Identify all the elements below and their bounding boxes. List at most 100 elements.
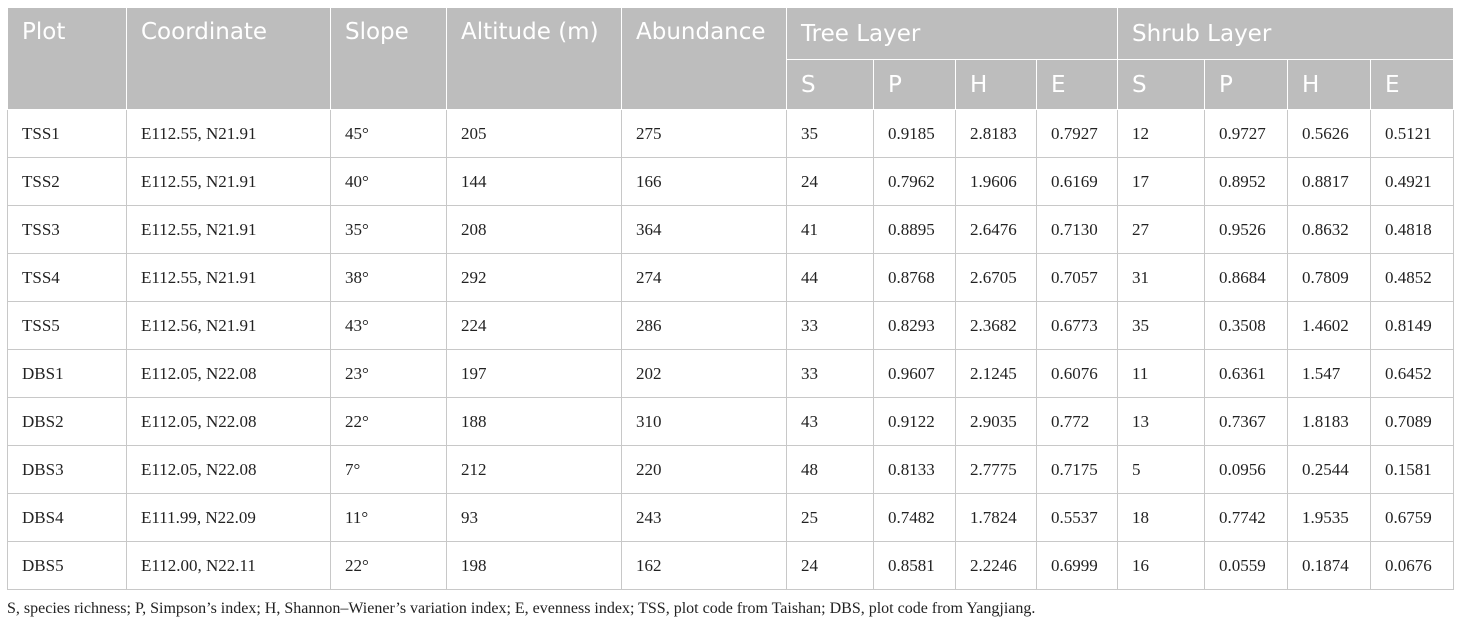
header-shrub-s: S [1117,59,1206,110]
table-cell: 208 [446,205,622,254]
table-cell: 220 [621,445,787,494]
table-cell: E112.55, N21.91 [126,157,331,206]
table-cell: 22° [330,541,447,590]
table-cell: 205 [446,109,622,158]
header-shrub-layer: Shrub Layer [1117,7,1455,60]
table-cell: 33 [786,301,874,350]
table-cell: 17 [1117,157,1206,206]
table-cell: 1.9606 [955,157,1037,206]
header-plot: Plot [7,7,127,110]
table-cell: 0.7057 [1035,253,1119,302]
table-cell: 166 [621,157,787,206]
table-cell: 0.8684 [1204,253,1289,302]
table-cell: 0.1581 [1370,445,1455,494]
table-cell: 364 [621,205,787,254]
table-cell: 0.6773 [1035,301,1119,350]
table-cell: 1.4602 [1287,301,1372,350]
table-cell: 11° [330,493,447,542]
table-cell: 2.8183 [955,109,1037,158]
header-tree-layer: Tree Layer [785,7,1119,60]
table-cell: 2.9035 [955,397,1037,446]
table-cell: 0.8895 [873,205,956,254]
table-cell: 35 [786,109,874,158]
table-cell: 23° [330,349,447,398]
header-shrub-e: E [1370,59,1455,110]
table-cell: 2.6476 [955,205,1037,254]
table-cell: 0.0676 [1370,541,1455,590]
table-cell: E112.05, N22.08 [126,349,331,398]
table-cell: E112.55, N21.91 [126,205,331,254]
table-row: DBS3 E112.05, N22.08 7° 212 220 48 0.8133 2.777… [7,445,1455,494]
table-cell: 0.9727 [1204,109,1289,158]
table-cell: 0.7927 [1035,109,1119,158]
table-cell: 22° [330,397,447,446]
table-cell: 0.1874 [1287,541,1372,590]
table-cell: 212 [446,445,622,494]
table-cell: 0.4921 [1370,157,1455,206]
table-cell: 0.7482 [873,493,956,542]
table-cell: DBS2 [7,397,127,446]
table-cell: 0.8817 [1287,157,1372,206]
table-body: TSS1 E112.55, N21.91 45° 205 275 35 0.9185 2.81… [7,109,1455,590]
header-shrub-p: P [1204,59,1289,110]
table-row: TSS2 E112.55, N21.91 40° 144 166 24 0.7962 1.96… [7,157,1455,206]
table-cell: 0.7367 [1204,397,1289,446]
table-cell: 1.7824 [955,493,1037,542]
table-cell: 24 [786,541,874,590]
table-cell: 0.6452 [1370,349,1455,398]
table-cell: 0.9526 [1204,205,1289,254]
table-row: DBS5 E112.00, N22.11 22° 198 162 24 0.8581 2.22… [7,541,1455,590]
table-cell: 1.547 [1287,349,1372,398]
table-cell: TSS1 [7,109,127,158]
table-container: Plot Coordinate Slope Altitude (m) Abund… [7,7,1455,590]
table-cell: 0.6076 [1035,349,1119,398]
table-cell: 310 [621,397,787,446]
table-cell: 0.7962 [873,157,956,206]
table-cell: 7° [330,445,447,494]
data-table: Plot Coordinate Slope Altitude (m) Abund… [7,7,1455,590]
table-row: TSS5 E112.56, N21.91 43° 224 286 33 0.8293 2.36… [7,301,1455,350]
table-cell: E112.05, N22.08 [126,445,331,494]
header-tree-e: E [1035,59,1119,110]
table-cell: TSS2 [7,157,127,206]
table-cell: 0.6759 [1370,493,1455,542]
table-cell: 0.9607 [873,349,956,398]
table-cell: 0.8293 [873,301,956,350]
table-cell: 197 [446,349,622,398]
table-cell: 0.6361 [1204,349,1289,398]
table-cell: 0.8149 [1370,301,1455,350]
table-cell: 0.4818 [1370,205,1455,254]
table-footnote: S, species richness; P, Simpson’s index;… [7,600,1036,617]
table-row: TSS3 E112.55, N21.91 35° 208 364 41 0.8895 2.64… [7,205,1455,254]
table-cell: 27 [1117,205,1206,254]
table-cell: TSS5 [7,301,127,350]
table-row: TSS1 E112.55, N21.91 45° 205 275 35 0.9185 2.81… [7,109,1455,158]
header-tree-h: H [955,59,1037,110]
table-cell: 0.0559 [1204,541,1289,590]
table-cell: 44 [786,253,874,302]
table-cell: 188 [446,397,622,446]
table-cell: 0.0956 [1204,445,1289,494]
table-cell: 31 [1117,253,1206,302]
table-cell: 43° [330,301,447,350]
table-cell: 202 [621,349,787,398]
header-slope: Slope [330,7,447,110]
header-coordinate: Coordinate [126,7,331,110]
table-cell: DBS5 [7,541,127,590]
table-cell: 43 [786,397,874,446]
table-cell: E112.05, N22.08 [126,397,331,446]
table-cell: 12 [1117,109,1206,158]
table-cell: 33 [786,349,874,398]
table-cell: 0.6999 [1035,541,1119,590]
table-cell: 0.8133 [873,445,956,494]
header-tree-p: P [873,59,956,110]
table-cell: 2.2246 [955,541,1037,590]
table-cell: 224 [446,301,622,350]
table-cell: E112.56, N21.91 [126,301,331,350]
table-cell: 11 [1117,349,1206,398]
table-cell: E112.55, N21.91 [126,253,331,302]
table-cell: 93 [446,493,622,542]
table-cell: 286 [621,301,787,350]
table-cell: 0.7809 [1287,253,1372,302]
header-abundance: Abundance [621,7,787,110]
